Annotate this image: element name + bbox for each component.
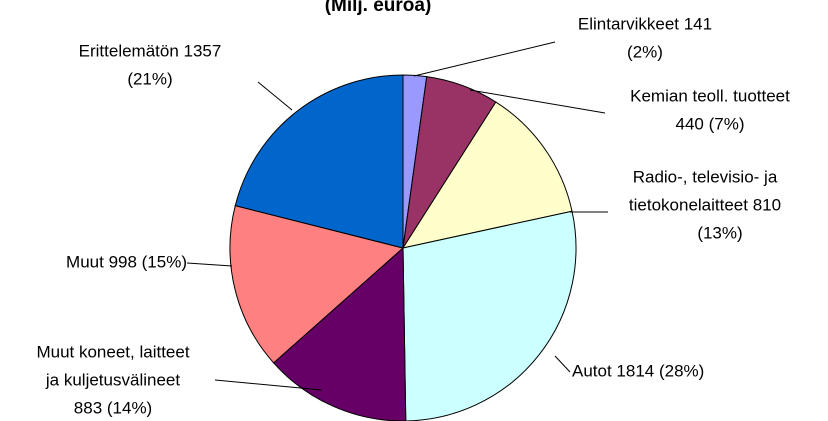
leader-line: [413, 41, 556, 77]
slice-label: Erittelemätön 1357: [79, 41, 222, 60]
slice-label: Muut koneet, laitteet: [36, 342, 189, 361]
leader-line: [186, 262, 233, 267]
slice-label: Muut 998 (15%): [66, 252, 187, 271]
slice-label: 883 (14%): [74, 398, 152, 417]
slice-label: Elintarvikkeet 141: [578, 14, 712, 33]
pie-slice: [401, 101, 573, 249]
pie-slice: [229, 205, 405, 364]
slice-label: Radio-, televisio- ja: [633, 167, 778, 186]
slice-label: Kemian teoll. tuotteet: [630, 86, 790, 105]
leader-line: [554, 355, 571, 373]
leader-line: [214, 379, 323, 391]
slice-label: tietokonelaitteet 810: [629, 195, 781, 214]
slice-label: (13%): [697, 223, 742, 242]
leader-line: [257, 81, 293, 111]
pie-slice: [234, 74, 404, 249]
leader-line: [469, 89, 606, 114]
chart-title: (Milj. euroa): [325, 0, 432, 16]
pie-slice: [402, 210, 577, 421]
slice-label: ja kuljetusvälineet: [45, 370, 180, 389]
slice-label: Autot 1814 (28%): [572, 361, 704, 380]
slice-label: 440 (7%): [676, 114, 745, 133]
slice-label: (21%): [127, 69, 172, 88]
slice-label: (2%): [627, 42, 663, 61]
